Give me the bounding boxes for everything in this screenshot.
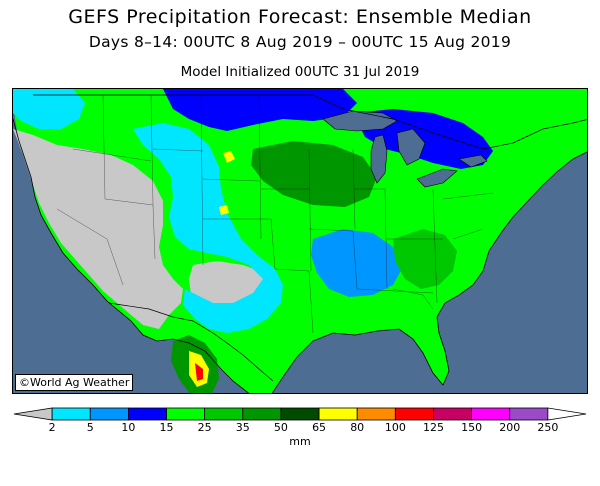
lake-ontario — [458, 154, 488, 168]
colorbar-swatch — [204, 407, 244, 421]
heavy-rain-midwest — [251, 141, 377, 207]
colorbar-swatch — [318, 407, 358, 421]
colorbar-swatch — [89, 407, 129, 421]
colorbar-tick-label: 125 — [422, 421, 444, 434]
colorbar-swatch — [356, 407, 396, 421]
map-title: GEFS Precipitation Forecast: Ensemble Me… — [68, 6, 532, 28]
map-svg — [13, 89, 587, 393]
colorbar-tick-label: 50 — [273, 421, 288, 434]
colorbar-swatch — [433, 407, 473, 421]
colorbar-swatch — [242, 407, 282, 421]
colorbar-tick-label: 15 — [159, 421, 174, 434]
colorbar-tick-label: 10 — [121, 421, 136, 434]
colorbar-tick-label: 35 — [235, 421, 250, 434]
state-borders — [56, 94, 494, 334]
moderate-rain-north — [163, 89, 357, 131]
moderate-rain-south — [311, 229, 403, 297]
colorbar-tick-label: 200 — [499, 421, 521, 434]
heavy-rain-southeast — [393, 229, 457, 289]
credit-label: ©World Ag Weather — [15, 374, 134, 391]
colorbar-tick-label: 65 — [312, 421, 327, 434]
colorbar-tick-label: 2 — [48, 421, 56, 434]
light-rain-band — [133, 123, 283, 333]
colorbar-swatch — [13, 407, 53, 421]
colorbar-swatch — [127, 407, 167, 421]
colorbar-tick-label: 25 — [197, 421, 212, 434]
us-mexico-border — [108, 302, 274, 382]
colorbar-swatch — [509, 407, 549, 421]
peak-rain-core — [195, 363, 203, 381]
colorbar — [13, 407, 587, 421]
peak-rain-wyoming — [223, 151, 235, 163]
colorbar-swatch — [394, 407, 434, 421]
peak-rain-colorado — [219, 205, 229, 215]
colorbar-swatch — [166, 407, 206, 421]
colorbar-unit: mm — [289, 435, 311, 448]
colorbar-tick-label: 250 — [537, 421, 559, 434]
colorbar-tick-label: 80 — [350, 421, 365, 434]
colorbar-swatch — [280, 407, 320, 421]
lake-erie — [416, 168, 458, 188]
coastline — [13, 118, 587, 393]
colorbar-tick-label: 5 — [86, 421, 94, 434]
model-init-label: Model Initialized 00UTC 31 Jul 2019 — [180, 64, 420, 80]
colorbar-tick-label: 100 — [384, 421, 406, 434]
dry-region-west — [13, 129, 183, 329]
precipitation-map: ©World Ag Weather — [12, 88, 588, 394]
lake-michigan — [370, 134, 388, 184]
lake-huron — [396, 128, 426, 166]
colorbar-swatch — [471, 407, 511, 421]
us-canada-border — [33, 94, 587, 150]
colorbar-swatch — [547, 407, 587, 421]
colorbar-tick-label: 150 — [461, 421, 483, 434]
light-rain-coast — [13, 89, 85, 129]
map-subtitle: Days 8–14: 00UTC 8 Aug 2019 – 00UTC 15 A… — [88, 33, 512, 51]
colorbar-swatch — [51, 407, 91, 421]
